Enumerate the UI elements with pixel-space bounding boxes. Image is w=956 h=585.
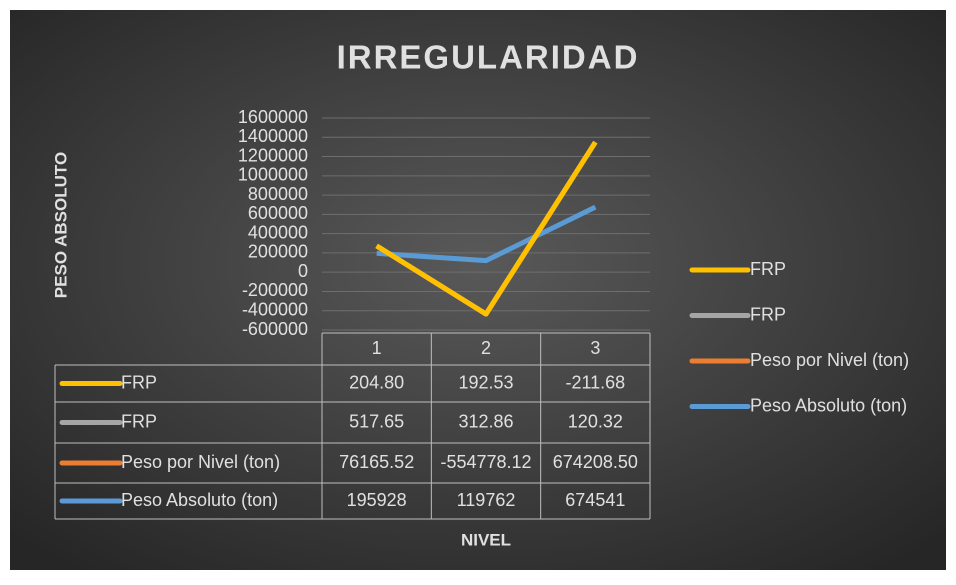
table-cell: 517.65 [349, 411, 404, 431]
legend-label: FRP [750, 259, 786, 279]
legend-label: Peso Absoluto (ton) [750, 395, 907, 415]
y-tick-label: -400000 [242, 299, 308, 319]
y-tick-label: 1200000 [238, 145, 308, 165]
series-line [376, 204, 597, 264]
y-tick-label: 600000 [248, 203, 308, 223]
series-line [375, 140, 598, 317]
y-tick-label: 200000 [248, 242, 308, 262]
y-tick-label: 0 [298, 261, 308, 281]
legend-label: FRP [750, 304, 786, 324]
y-tick-label: 1600000 [238, 107, 308, 127]
table-cell: 76165.52 [339, 452, 414, 472]
table-row-label: Peso por Nivel (ton) [121, 452, 280, 472]
table-cell: 312.86 [458, 411, 513, 431]
table-row-label: Peso Absoluto (ton) [121, 490, 278, 510]
y-tick-label: -600000 [242, 319, 308, 339]
y-tick-label: 400000 [248, 222, 308, 242]
table-cell: 674208.50 [553, 452, 638, 472]
y-tick-label: 1400000 [238, 126, 308, 146]
table-cell: -554778.12 [440, 452, 531, 472]
table-cell: -211.68 [565, 372, 625, 392]
y-axis-label: PESO ABSOLUTO [51, 152, 70, 298]
x-tick-label: 1 [372, 338, 382, 358]
table-row-label: FRP [121, 411, 157, 431]
y-tick-label: 800000 [248, 184, 308, 204]
legend-label: Peso por Nivel (ton) [750, 350, 909, 370]
chart-title: IRREGULARIDAD [337, 39, 640, 76]
x-tick-label: 2 [481, 338, 491, 358]
table-cell: 204.80 [349, 372, 404, 392]
table-cell: 192.53 [458, 372, 513, 392]
table-cell: 674541 [565, 490, 625, 510]
table-cell: 195928 [347, 490, 407, 510]
y-tick-label: 1000000 [238, 165, 308, 185]
table-row-label: FRP [121, 372, 157, 392]
x-tick-label: 3 [590, 338, 600, 358]
chart-background [10, 10, 946, 570]
table-cell: 119762 [457, 490, 516, 510]
x-axis-label: NIVEL [461, 530, 511, 549]
y-tick-label: -200000 [242, 280, 308, 300]
table-cell: 120.32 [568, 411, 623, 431]
